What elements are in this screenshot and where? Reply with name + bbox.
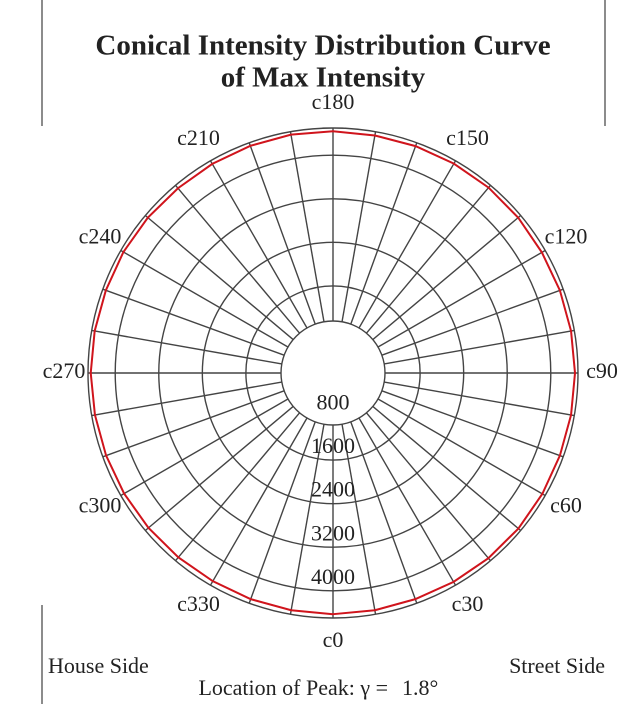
grid-spoke bbox=[372, 405, 522, 532]
grid-spoke bbox=[144, 405, 294, 532]
grid-spoke bbox=[248, 421, 316, 604]
theta-tick-label: c150 bbox=[446, 125, 489, 150]
grid-spoke bbox=[174, 412, 301, 562]
grid-spoke bbox=[341, 131, 377, 322]
grid-spoke bbox=[209, 160, 308, 329]
grid-spoke bbox=[120, 249, 289, 348]
grid-spoke bbox=[377, 249, 546, 348]
grid-spoke bbox=[384, 381, 575, 417]
grid-spoke bbox=[120, 398, 289, 497]
peak-value: 1.8° bbox=[402, 675, 438, 700]
grid-spoke bbox=[91, 381, 282, 417]
grid-spoke bbox=[248, 142, 316, 325]
theta-tick-label: c0 bbox=[323, 627, 344, 652]
theta-tick-label: c180 bbox=[312, 89, 355, 114]
r-tick-label: 800 bbox=[317, 390, 350, 415]
grid-spoke bbox=[377, 398, 546, 497]
theta-tick-label: c270 bbox=[43, 358, 86, 383]
theta-tick-label: c120 bbox=[545, 224, 588, 249]
grid-spoke bbox=[144, 214, 294, 341]
theta-tick-label: c330 bbox=[177, 591, 220, 616]
theta-tick-label: c60 bbox=[550, 493, 582, 518]
grid-spoke bbox=[381, 288, 564, 356]
chart-title: of Max Intensity bbox=[221, 62, 426, 94]
grid-spoke bbox=[174, 184, 301, 334]
grid-spoke bbox=[102, 390, 285, 458]
intensity-curve bbox=[89, 130, 577, 616]
grid-spoke bbox=[372, 214, 522, 341]
grid-spoke bbox=[384, 329, 575, 365]
r-tick-label: 2400 bbox=[311, 477, 355, 502]
grid-spoke bbox=[381, 390, 564, 458]
theta-tick-label: c90 bbox=[586, 358, 618, 383]
grid-spoke bbox=[365, 412, 492, 562]
theta-tick-label: c210 bbox=[177, 125, 220, 150]
grid-spoke bbox=[341, 424, 377, 615]
theta-tick-label: c30 bbox=[452, 591, 484, 616]
grid-spoke bbox=[209, 417, 308, 586]
chart-title: Conical Intensity Distribution Curve bbox=[95, 30, 550, 62]
r-tick-label: 3200 bbox=[311, 520, 355, 545]
grid-spoke bbox=[358, 417, 457, 586]
theta-tick-label: c300 bbox=[79, 493, 122, 518]
right-label: Street Side bbox=[509, 653, 605, 678]
grid-spoke bbox=[91, 329, 282, 365]
grid-spoke bbox=[350, 142, 418, 325]
grid-spoke bbox=[365, 184, 492, 334]
grid-spoke bbox=[289, 424, 325, 615]
grid-spoke bbox=[289, 131, 325, 322]
r-tick-label: 1600 bbox=[311, 433, 355, 458]
theta-tick-label: c240 bbox=[79, 224, 122, 249]
left-label: House Side bbox=[48, 653, 149, 678]
grid-spoke bbox=[358, 160, 457, 329]
grid-spoke bbox=[102, 288, 285, 356]
peak-label: Location of Peak: γ = bbox=[198, 675, 388, 700]
grid-spoke bbox=[350, 421, 418, 604]
r-tick-label: 4000 bbox=[311, 564, 355, 589]
